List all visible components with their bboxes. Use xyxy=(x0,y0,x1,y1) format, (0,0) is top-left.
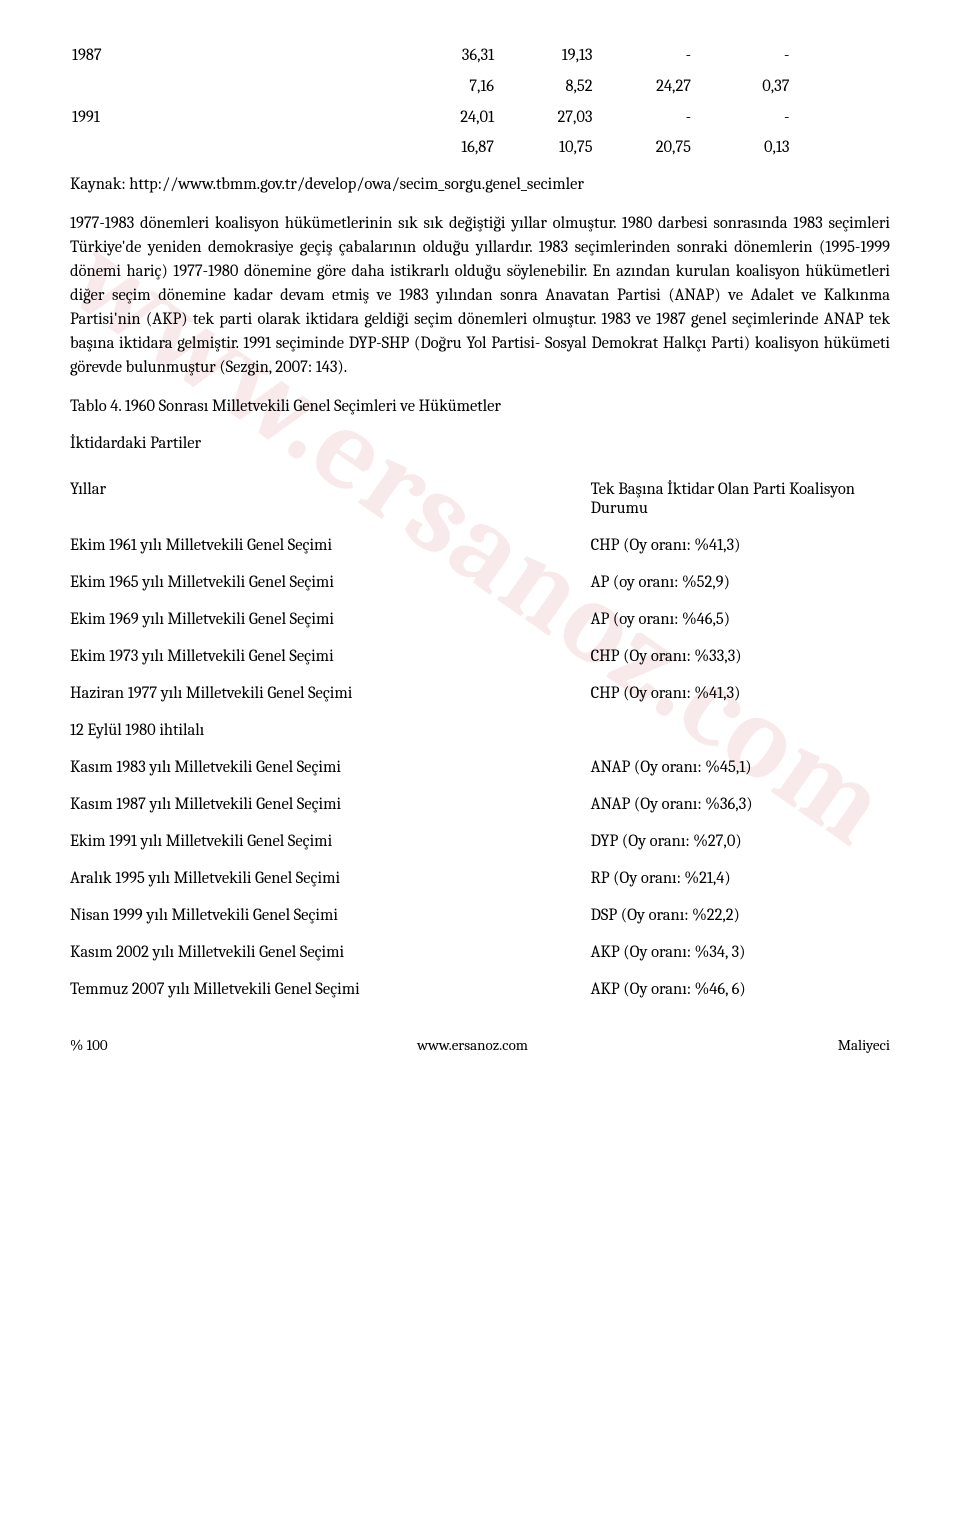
table-cell: 27,03 xyxy=(496,104,592,133)
table-cell: 20,75 xyxy=(595,134,691,163)
election-label: Temmuz 2007 yılı Milletvekili Genel Seçi… xyxy=(70,971,546,1008)
election-label: Haziran 1977 yılı Milletvekili Genel Seç… xyxy=(70,675,546,712)
table-cell xyxy=(791,42,888,71)
table-row: Ekim 1961 yılı Milletvekili Genel Seçimi… xyxy=(70,527,890,564)
table-row: Kasım 1987 yılı Milletvekili Genel Seçim… xyxy=(70,786,890,823)
body-paragraph: 1977-1983 dönemleri koalisyon hükümetler… xyxy=(70,212,890,379)
election-label: Nisan 1999 yılı Milletvekili Genel Seçim… xyxy=(70,897,546,934)
election-result xyxy=(546,712,890,749)
election-result: AP (oy oranı: %46,5) xyxy=(546,601,890,638)
table-cell: - xyxy=(693,104,789,133)
table-cell: 36,31 xyxy=(398,42,494,71)
election-label: Ekim 1969 yılı Milletvekili Genel Seçimi xyxy=(70,601,546,638)
election-result: AP (oy oranı: %52,9) xyxy=(546,564,890,601)
election-label: Kasım 1983 yılı Milletvekili Genel Seçim… xyxy=(70,749,546,786)
table-cell: 1991 xyxy=(72,104,297,133)
table-row: Nisan 1999 yılı Milletvekili Genel Seçim… xyxy=(70,897,890,934)
table-cell: 16,87 xyxy=(398,134,494,163)
elections-table: Yıllar Tek Başına İktidar Olan Parti Koa… xyxy=(70,471,890,1008)
election-label: Ekim 1965 yılı Milletvekili Genel Seçimi xyxy=(70,564,546,601)
page-content: 198736,3119,13--7,168,5224,270,37199124,… xyxy=(70,40,890,1054)
table-cell xyxy=(299,42,395,71)
table4-title: Tablo 4. 1960 Sonrası Milletvekili Genel… xyxy=(70,397,890,416)
table-row: 198736,3119,13-- xyxy=(72,42,888,71)
table-cell xyxy=(791,134,888,163)
election-result: ANAP (Oy oranı: %45,1) xyxy=(546,749,890,786)
election-result: ANAP (Oy oranı: %36,3) xyxy=(546,786,890,823)
table-row: Ekim 1965 yılı Milletvekili Genel Seçimi… xyxy=(70,564,890,601)
table4-subtitle: İktidardaki Partiler xyxy=(70,434,890,453)
table-row: 12 Eylül 1980 ihtilalı xyxy=(70,712,890,749)
election-label: Ekim 1961 yılı Milletvekili Genel Seçimi xyxy=(70,527,546,564)
table-row: Haziran 1977 yılı Milletvekili Genel Seç… xyxy=(70,675,890,712)
footer-center: www.ersanoz.com xyxy=(108,1036,838,1054)
table-row: Ekim 1973 yılı Milletvekili Genel Seçimi… xyxy=(70,638,890,675)
table-cell: 0,37 xyxy=(693,73,789,102)
table-cell: 0,13 xyxy=(693,134,789,163)
elections-header-row: Yıllar Tek Başına İktidar Olan Parti Koa… xyxy=(70,471,890,527)
table-cell: 24,27 xyxy=(595,73,691,102)
table-cell xyxy=(299,104,395,133)
election-result: CHP (Oy oranı: %41,3) xyxy=(546,675,890,712)
table-cell xyxy=(72,134,297,163)
election-label: Kasım 2002 yılı Milletvekili Genel Seçim… xyxy=(70,934,546,971)
election-result: AKP (Oy oranı: %34, 3) xyxy=(546,934,890,971)
election-result: AKP (Oy oranı: %46, 6) xyxy=(546,971,890,1008)
footer-right: Maliyeci xyxy=(838,1036,890,1054)
col-right-header: Tek Başına İktidar Olan Parti Koalisyon … xyxy=(546,471,890,527)
table-cell: 1987 xyxy=(72,42,297,71)
table-cell xyxy=(299,73,395,102)
table-row: Kasım 2002 yılı Milletvekili Genel Seçim… xyxy=(70,934,890,971)
table-cell: - xyxy=(693,42,789,71)
table-row: Aralık 1995 yılı Milletvekili Genel Seçi… xyxy=(70,860,890,897)
election-result: RP (Oy oranı: %21,4) xyxy=(546,860,890,897)
election-result: DSP (Oy oranı: %22,2) xyxy=(546,897,890,934)
table-row: Ekim 1969 yılı Milletvekili Genel Seçimi… xyxy=(70,601,890,638)
table-row: Temmuz 2007 yılı Milletvekili Genel Seçi… xyxy=(70,971,890,1008)
table-row: Kasım 1983 yılı Milletvekili Genel Seçim… xyxy=(70,749,890,786)
table-cell: 24,01 xyxy=(398,104,494,133)
election-label: 12 Eylül 1980 ihtilalı xyxy=(70,712,546,749)
source-line: Kaynak: http://www.tbmm.gov.tr/develop/o… xyxy=(70,175,890,194)
table-cell: 8,52 xyxy=(496,73,592,102)
table-cell: - xyxy=(595,104,691,133)
top-data-table: 198736,3119,13--7,168,5224,270,37199124,… xyxy=(70,40,890,165)
election-label: Ekim 1991 yılı Milletvekili Genel Seçimi xyxy=(70,823,546,860)
election-result: CHP (Oy oranı: %33,3) xyxy=(546,638,890,675)
table-cell: 7,16 xyxy=(398,73,494,102)
table-row: 7,168,5224,270,37 xyxy=(72,73,888,102)
table-cell: 10,75 xyxy=(496,134,592,163)
election-label: Kasım 1987 yılı Milletvekili Genel Seçim… xyxy=(70,786,546,823)
table-cell xyxy=(791,73,888,102)
table-row: 16,8710,7520,750,13 xyxy=(72,134,888,163)
footer-left: % 100 xyxy=(70,1036,108,1054)
table-row: 199124,0127,03-- xyxy=(72,104,888,133)
page-footer: % 100 www.ersanoz.com Maliyeci xyxy=(70,1036,890,1054)
table-row: Ekim 1991 yılı Milletvekili Genel Seçimi… xyxy=(70,823,890,860)
table-cell xyxy=(72,73,297,102)
election-label: Aralık 1995 yılı Milletvekili Genel Seçi… xyxy=(70,860,546,897)
election-result: CHP (Oy oranı: %41,3) xyxy=(546,527,890,564)
table-cell: 19,13 xyxy=(496,42,592,71)
col-left-header: Yıllar xyxy=(70,471,546,527)
table-cell: - xyxy=(595,42,691,71)
table-cell xyxy=(299,134,395,163)
election-result: DYP (Oy oranı: %27,0) xyxy=(546,823,890,860)
table-cell xyxy=(791,104,888,133)
election-label: Ekim 1973 yılı Milletvekili Genel Seçimi xyxy=(70,638,546,675)
